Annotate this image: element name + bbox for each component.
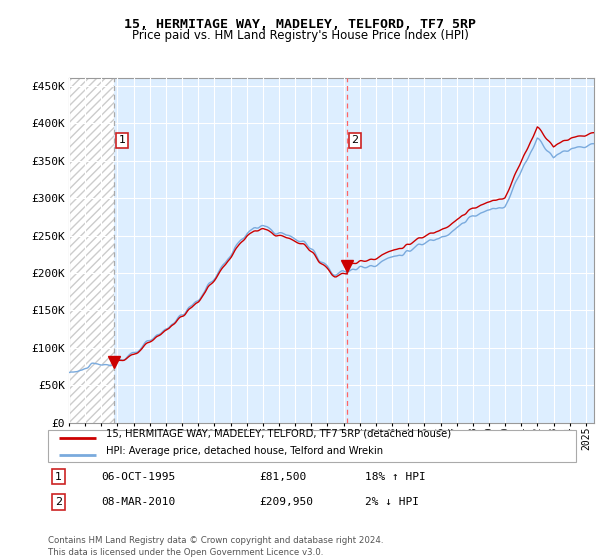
Text: 06-OCT-1995: 06-OCT-1995 (101, 472, 175, 482)
Text: Contains HM Land Registry data © Crown copyright and database right 2024.
This d: Contains HM Land Registry data © Crown c… (48, 536, 383, 557)
Text: £209,950: £209,950 (259, 497, 313, 507)
Text: 2: 2 (352, 136, 358, 146)
Bar (69, 78, 114, 423)
Text: 2: 2 (55, 497, 62, 507)
FancyBboxPatch shape (48, 430, 576, 462)
Text: 1: 1 (55, 472, 62, 482)
Text: 1: 1 (119, 136, 125, 146)
Text: 2% ↓ HPI: 2% ↓ HPI (365, 497, 419, 507)
Text: HPI: Average price, detached house, Telford and Wrekin: HPI: Average price, detached house, Telf… (106, 446, 383, 456)
Text: 08-MAR-2010: 08-MAR-2010 (101, 497, 175, 507)
Text: £81,500: £81,500 (259, 472, 307, 482)
Text: 15, HERMITAGE WAY, MADELEY, TELFORD, TF7 5RP (detached house): 15, HERMITAGE WAY, MADELEY, TELFORD, TF7… (106, 428, 451, 438)
Text: Price paid vs. HM Land Registry's House Price Index (HPI): Price paid vs. HM Land Registry's House … (131, 29, 469, 42)
Text: 15, HERMITAGE WAY, MADELEY, TELFORD, TF7 5RP: 15, HERMITAGE WAY, MADELEY, TELFORD, TF7… (124, 18, 476, 31)
Text: 18% ↑ HPI: 18% ↑ HPI (365, 472, 425, 482)
